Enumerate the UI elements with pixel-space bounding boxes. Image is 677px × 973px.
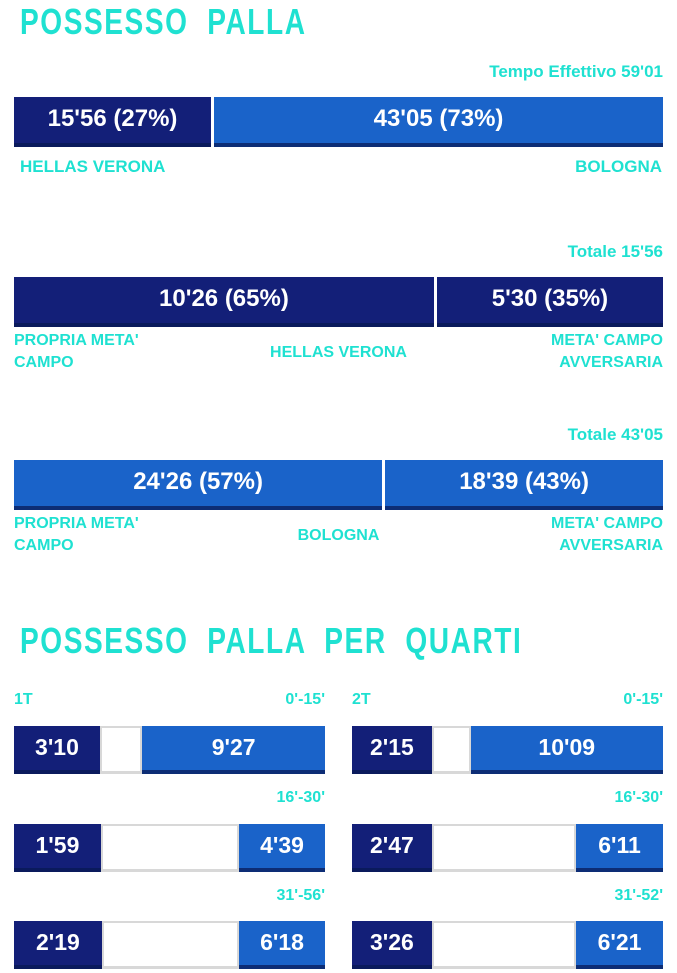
bar-segment-opponent-half: 18'39 (43%) — [385, 460, 663, 510]
period-label: 0'-15' — [285, 691, 325, 708]
half-label: 2T — [352, 691, 371, 708]
bar-segment-own-half: 10'26 (65%) — [14, 277, 434, 327]
dead-time-segment — [101, 921, 240, 969]
quarter-column-header: 1T 0'-15' — [14, 691, 325, 708]
bar-segment-hellas-verona: 15'56 (27%) — [14, 97, 212, 147]
own-half-label: PROPRIA META' CAMPO — [14, 515, 139, 554]
quarter-column-1t: 1T 0'-15' 3'10 9'27 16'-30' 1'59 4'39 31… — [14, 691, 325, 969]
bologna-half-footer: PROPRIA META' CAMPO BOLOGNA META' CAMPO … — [14, 513, 663, 557]
period-label: 16'-30' — [276, 789, 325, 806]
bar-segment-bologna: 6'11 — [576, 824, 663, 872]
team-label-hellas-verona: HELLAS VERONA — [20, 157, 166, 176]
period-label: 16'-30' — [614, 789, 663, 806]
bar-segment-bologna: 9'27 — [142, 726, 325, 774]
quarter-bar: 3'10 9'27 — [14, 726, 325, 774]
dead-time-segment — [431, 824, 577, 872]
bar-segment-bologna: 6'18 — [239, 921, 325, 969]
bar-segment-bologna: 4'39 — [239, 824, 325, 872]
period-label: 0'-15' — [623, 691, 663, 708]
dead-time-segment — [100, 824, 240, 872]
dead-time-segment — [99, 726, 143, 774]
period-label: 31'-52' — [614, 887, 663, 904]
quarter-bar: 1'59 4'39 — [14, 824, 325, 872]
quarter-column-header: 2T 0'-15' — [352, 691, 663, 708]
section-title-possesso-palla: POSSESSO PALLA — [20, 1, 307, 42]
bar-segment-own-half: 24'26 (57%) — [14, 460, 383, 510]
bar-segment-hellas-verona: 1'59 — [14, 824, 101, 872]
quarter-bar: 2'15 10'09 — [352, 726, 663, 774]
dead-time-segment — [431, 921, 577, 969]
own-half-label: PROPRIA META' CAMPO — [14, 332, 139, 371]
bar-segment-opponent-half: 5'30 (35%) — [436, 277, 663, 327]
bar-segment-hellas-verona: 2'47 — [352, 824, 432, 872]
quarter-column-2t: 2T 0'-15' 2'15 10'09 16'-30' 2'47 6'11 3… — [352, 691, 663, 969]
bar-segment-hellas-verona: 2'19 — [14, 921, 102, 969]
bar-segment-bologna: 43'05 (73%) — [214, 97, 663, 147]
team-name-label: HELLAS VERONA — [270, 344, 407, 361]
quarter-bar: 2'47 6'11 — [352, 824, 663, 872]
bar-segment-bologna: 6'21 — [576, 921, 663, 969]
dead-time-segment — [431, 726, 471, 774]
totale-label-hellas: Totale 15'56 — [567, 242, 663, 261]
overall-possession-bar: 15'56 (27%) 43'05 (73%) — [14, 97, 663, 147]
quarter-bar: 3'26 6'21 — [352, 921, 663, 969]
opponent-half-label: META' CAMPO AVVERSARIA — [551, 515, 663, 554]
team-name-label: BOLOGNA — [297, 527, 380, 544]
bar-segment-bologna: 10'09 — [470, 726, 663, 774]
tempo-effettivo-label: Tempo Effettivo 59'01 — [489, 62, 663, 81]
opponent-half-label: META' CAMPO AVVERSARIA — [551, 332, 663, 371]
teams-label-row: HELLAS VERONA BOLOGNA — [20, 157, 662, 177]
totale-label-bologna: Totale 43'05 — [567, 425, 663, 444]
section-title-possesso-per-quarti: POSSESSO PALLA PER QUARTI — [20, 620, 523, 661]
team-label-bologna: BOLOGNA — [575, 157, 662, 176]
period-label: 31'-56' — [276, 887, 325, 904]
bar-segment-hellas-verona: 3'26 — [352, 921, 432, 969]
hellas-half-footer: PROPRIA META' CAMPO HELLAS VERONA META' … — [14, 330, 663, 374]
bar-segment-hellas-verona: 3'10 — [14, 726, 100, 774]
bologna-half-bar: 24'26 (57%) 18'39 (43%) — [14, 460, 663, 510]
bar-segment-hellas-verona: 2'15 — [352, 726, 432, 774]
quarter-bar: 2'19 6'18 — [14, 921, 325, 969]
half-label: 1T — [14, 691, 33, 708]
hellas-half-bar: 10'26 (65%) 5'30 (35%) — [14, 277, 663, 327]
